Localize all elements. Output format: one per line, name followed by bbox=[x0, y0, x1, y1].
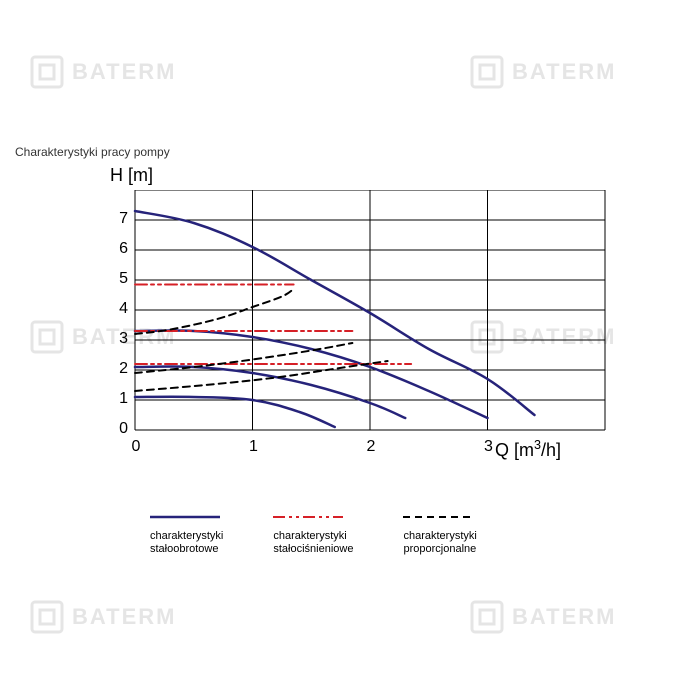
legend-item-black: charakterystykiproporcjonalne bbox=[403, 510, 476, 556]
series bbox=[135, 211, 535, 427]
y-tick: 5 bbox=[110, 270, 128, 288]
legend-label: charakterystykiproporcjonalne bbox=[403, 530, 476, 556]
legend-swatch bbox=[403, 510, 473, 524]
y-tick: 4 bbox=[110, 300, 128, 318]
x-tick: 2 bbox=[364, 438, 378, 456]
pump-chart: H [m] Q [m3/h] 01234567 0123 bbox=[80, 190, 607, 437]
y-tick: 6 bbox=[110, 240, 128, 258]
legend-label: charakterystykistałociśnieniowe bbox=[273, 530, 353, 556]
y-tick: 0 bbox=[110, 420, 128, 438]
y-tick: 7 bbox=[110, 210, 128, 228]
watermark: BATERM bbox=[30, 55, 176, 89]
page-title: Charakterystyki pracy pompy bbox=[15, 145, 170, 159]
legend-swatch bbox=[273, 510, 343, 524]
watermark: BATERM bbox=[30, 600, 176, 634]
x-tick: 3 bbox=[482, 438, 496, 456]
x-tick: 0 bbox=[129, 438, 143, 456]
legend-item-red: charakterystykistałociśnieniowe bbox=[273, 510, 353, 556]
y-tick: 3 bbox=[110, 330, 128, 348]
legend-label: charakterystykistałoobrotowe bbox=[150, 530, 223, 556]
legend-item-blue: charakterystykistałoobrotowe bbox=[150, 510, 223, 556]
watermark: BATERM bbox=[470, 55, 616, 89]
legend-swatch bbox=[150, 510, 220, 524]
y-tick: 1 bbox=[110, 390, 128, 408]
x-tick: 1 bbox=[247, 438, 261, 456]
watermark: BATERM bbox=[470, 600, 616, 634]
chart-svg bbox=[80, 190, 607, 432]
x-axis-label: Q [m3/h] bbox=[495, 438, 561, 461]
y-tick: 2 bbox=[110, 360, 128, 378]
y-axis-label: H [m] bbox=[110, 165, 153, 186]
legend: charakterystykistałoobrotowe charakteryst… bbox=[150, 510, 477, 556]
